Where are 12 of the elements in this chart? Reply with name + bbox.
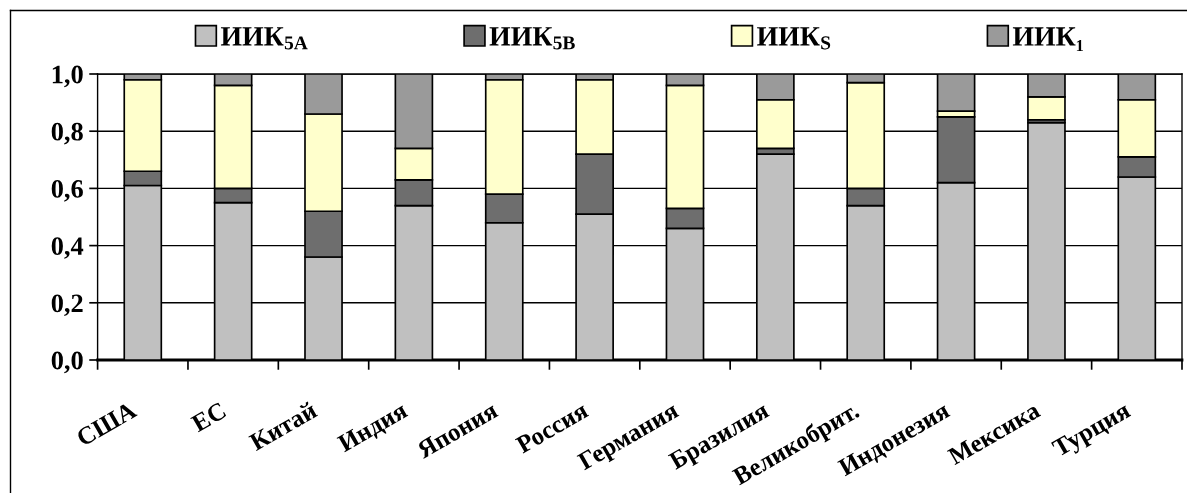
y-tick-label: 0,4 (51, 237, 84, 259)
legend-label: ИИК$_{S}$ (757, 27, 831, 50)
y-tick-label: 0,2 (51, 294, 83, 317)
y-tick-label: 0,0 (51, 351, 83, 374)
x-tick-label: США (75, 400, 138, 447)
y-tick-label: 1,0 (52, 65, 83, 88)
y-tick-label: 0,6 (51, 180, 83, 202)
legend-label: ИИК₁ (1012, 27, 1084, 52)
y-tick-label: 0,8 (51, 122, 83, 145)
legend-label: ИИК$_{5A}$ (220, 27, 308, 50)
legend-label: ИИК$_{5B}$ (489, 27, 575, 50)
x-tick-label: ЕС (190, 401, 227, 433)
